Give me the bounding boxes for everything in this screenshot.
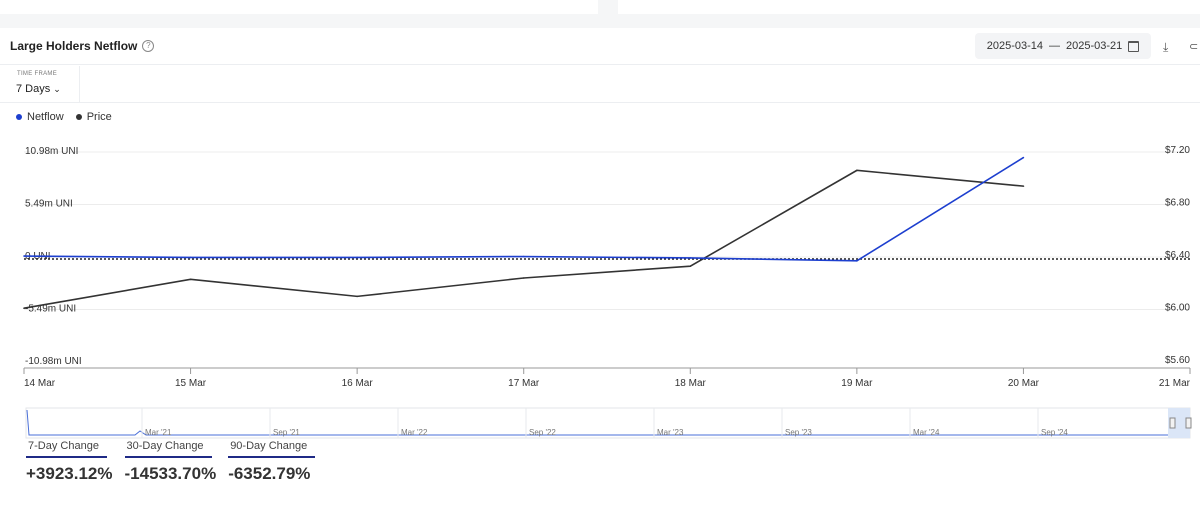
navigator-label: Sep '24 bbox=[1041, 428, 1068, 437]
netflow-point bbox=[856, 260, 858, 262]
navigator-handle-right bbox=[1185, 417, 1192, 429]
date-range-picker[interactable]: 2025-03-14 — 2025-03-21 bbox=[975, 33, 1151, 59]
x-tick-label: 17 Mar bbox=[508, 378, 540, 389]
left-tick-label: 10.98m UNI bbox=[25, 146, 78, 157]
stat-value: -6352.79% bbox=[228, 464, 311, 483]
price-point bbox=[356, 295, 358, 298]
price-point bbox=[689, 265, 692, 267]
x-tick-label: 18 Mar bbox=[675, 378, 707, 389]
stat-value: +3923.12% bbox=[26, 464, 113, 483]
navigator-selection bbox=[1168, 408, 1190, 438]
top-card-left bbox=[0, 0, 598, 14]
navigator-label: Sep '23 bbox=[785, 428, 812, 437]
x-tick-label: 15 Mar bbox=[175, 378, 207, 389]
help-icon[interactable]: ? bbox=[142, 40, 155, 52]
price-point bbox=[856, 169, 858, 172]
price-point bbox=[1022, 185, 1025, 187]
card-title: Large Holders Netflow bbox=[10, 39, 138, 53]
stat-label: 30-Day Change bbox=[124, 440, 212, 458]
navigator-label: Mar '22 bbox=[401, 428, 428, 437]
navigator-label: Mar '24 bbox=[913, 428, 940, 437]
netflow-point bbox=[522, 255, 525, 258]
header-divider bbox=[0, 64, 1200, 65]
legend-dot-netflow bbox=[16, 114, 22, 120]
legend-item-netflow[interactable]: Netflow bbox=[16, 111, 64, 123]
netflow-series-line bbox=[23, 156, 1024, 262]
right-tick-label: $5.60 bbox=[1165, 355, 1190, 366]
x-tick-label: 21 Mar bbox=[1159, 378, 1191, 389]
stats-row: 7-Day Change +3923.12% 30-Day Change -14… bbox=[26, 436, 316, 484]
x-tick-label: 19 Mar bbox=[841, 378, 873, 389]
navigator-label: Mar '21 bbox=[145, 428, 172, 437]
chart-legend: Netflow Price bbox=[16, 111, 112, 123]
stat-7-day: 7-Day Change +3923.12% bbox=[26, 436, 113, 484]
timeframe-dropdown[interactable]: 7 Days ⌄ bbox=[16, 83, 61, 95]
date-end: 2025-03-21 bbox=[1066, 40, 1123, 52]
legend-label-price: Price bbox=[86, 111, 112, 123]
right-tick-label: $6.00 bbox=[1165, 303, 1190, 314]
price-point bbox=[189, 278, 192, 281]
chevron-down-icon: ⌄ bbox=[53, 83, 61, 94]
toolbar-divider bbox=[0, 102, 1200, 103]
navigator-handle-left bbox=[1169, 417, 1176, 429]
netflow-point bbox=[189, 256, 192, 259]
x-tick-label: 16 Mar bbox=[342, 378, 374, 389]
left-tick-label: -5.49m UNI bbox=[25, 304, 76, 315]
stat-30-day: 30-Day Change -14533.70% bbox=[124, 436, 217, 484]
navigator-label: Sep '22 bbox=[529, 428, 556, 437]
stat-label: 90-Day Change bbox=[228, 440, 316, 458]
navigator-line bbox=[26, 409, 1170, 436]
left-tick-label: -10.98m UNI bbox=[25, 356, 82, 367]
date-separator: — bbox=[1049, 40, 1060, 52]
calendar-icon bbox=[1128, 40, 1140, 52]
navigator-label: Sep '21 bbox=[273, 428, 300, 437]
price-series-line bbox=[23, 169, 1024, 309]
timeframe-label: TIME FRAME bbox=[17, 71, 57, 77]
right-tick-label: $7.20 bbox=[1165, 145, 1190, 156]
download-icon[interactable]: ⤓ bbox=[1163, 40, 1169, 54]
navigator-frame bbox=[25, 407, 1191, 439]
price-point bbox=[522, 277, 525, 279]
stat-label: 7-Day Change bbox=[26, 440, 107, 458]
legend-dot-price bbox=[75, 114, 82, 120]
timeframe-divider bbox=[79, 66, 80, 102]
share-icon[interactable]: ⊂ bbox=[1189, 41, 1199, 53]
netflow-point bbox=[689, 257, 692, 259]
x-tick-label: 14 Mar bbox=[24, 378, 56, 389]
right-tick-label: $6.80 bbox=[1165, 198, 1190, 209]
timeframe-value: 7 Days bbox=[16, 83, 51, 95]
top-card-right bbox=[618, 0, 1200, 14]
right-tick-label: $6.40 bbox=[1165, 250, 1190, 261]
price-point bbox=[23, 307, 25, 309]
x-tick-label: 20 Mar bbox=[1008, 378, 1040, 389]
date-start: 2025-03-14 bbox=[986, 40, 1043, 52]
navigator-label: Mar '23 bbox=[657, 428, 684, 437]
stat-value: -14533.70% bbox=[124, 464, 217, 483]
legend-item-price[interactable]: Price bbox=[75, 111, 112, 123]
legend-label-netflow: Netflow bbox=[27, 111, 64, 123]
stat-90-day: 90-Day Change -6352.79% bbox=[228, 436, 316, 484]
left-tick-label: 5.49m UNI bbox=[25, 199, 73, 210]
netflow-point bbox=[23, 255, 25, 257]
netflow-point bbox=[356, 256, 358, 259]
card-title-row: Large Holders Netflow ? bbox=[10, 39, 155, 53]
netflow-point bbox=[1022, 156, 1025, 159]
